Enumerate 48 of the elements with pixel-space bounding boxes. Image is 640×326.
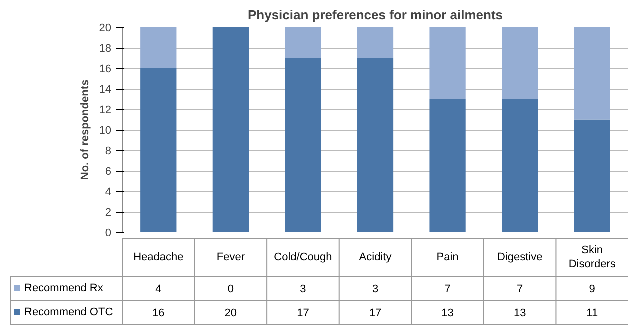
y-tick-label: 18 (99, 43, 112, 55)
data-label: 0 (228, 284, 234, 296)
x-tick-label: Acidity (359, 252, 392, 264)
data-label: 16 (152, 308, 165, 320)
data-label: 13 (442, 308, 454, 320)
bar (140, 28, 177, 68)
data-label: 3 (372, 284, 379, 296)
y-tick-label: 8 (105, 146, 112, 158)
x-tick-label: Headache (134, 252, 184, 264)
data-label: 20 (224, 308, 238, 320)
bar (430, 99, 466, 232)
x-tick-label: Digestive (497, 252, 543, 264)
bar (574, 120, 610, 232)
data-label: 7 (517, 284, 524, 296)
bar (357, 58, 394, 232)
y-tick-label: 6 (105, 166, 112, 178)
x-tick-label: Pain (436, 252, 459, 264)
legend-label: Recommend Rx (24, 282, 104, 294)
bar (140, 68, 177, 232)
y-axis-title: No. of respondents (79, 80, 92, 180)
data-label: 17 (369, 308, 382, 320)
x-tick-label: Fever (216, 252, 246, 264)
chart-title: Physician preferences for minor ailments (248, 8, 504, 22)
data-label: 7 (444, 284, 451, 296)
bar (285, 58, 322, 232)
bar (357, 28, 394, 58)
bar (502, 28, 538, 100)
bar (430, 28, 466, 100)
x-tick-label: Skin Disorders (568, 244, 616, 271)
data-label: 17 (297, 308, 310, 320)
bar (212, 28, 249, 232)
y-tick-label: 4 (105, 186, 112, 198)
y-tick-label: 12 (99, 104, 112, 116)
data-label: 3 (300, 284, 306, 296)
bar (502, 99, 538, 232)
y-tick-label: 2 (105, 207, 112, 219)
data-label: 9 (589, 284, 596, 296)
legend-label: Recommend OTC (24, 306, 114, 318)
bar (574, 28, 610, 120)
data-label: 11 (586, 308, 598, 320)
x-tick-label: Cold/Cough (274, 252, 332, 264)
y-tick-label: 16 (99, 64, 112, 76)
data-label: 13 (514, 308, 526, 320)
y-tick-label: 20 (99, 22, 112, 34)
data-label: 4 (156, 284, 162, 296)
bar (285, 28, 322, 58)
y-tick-label: 14 (99, 84, 112, 96)
y-tick-label: 10 (99, 125, 112, 137)
